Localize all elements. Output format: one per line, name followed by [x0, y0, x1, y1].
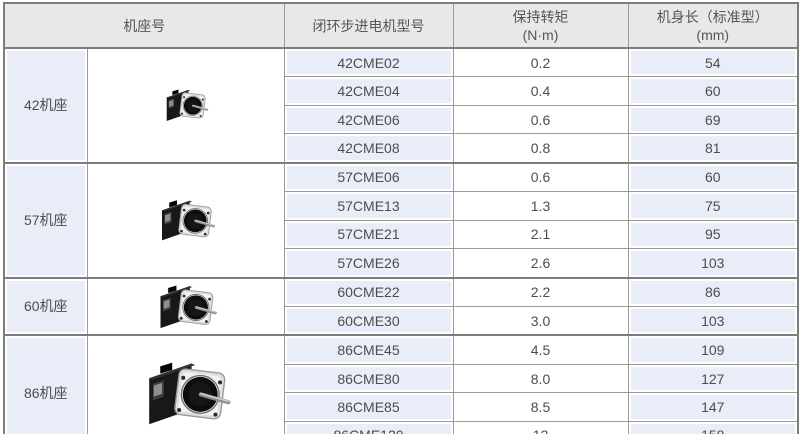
motor-spec-table: 机座号 闭环步进电机型号 保持转矩 (N·m) 机身长（标准型） (mm) 42…: [3, 2, 799, 434]
table-row: 86CME120 12 158: [4, 420, 799, 434]
motor-image-cell-60: [86, 276, 285, 336]
table-row: 42CME08 0.8 81: [4, 133, 799, 164]
length-cell: 86: [627, 276, 799, 307]
length-cell: 60: [627, 161, 799, 193]
table-row: 86机座 86CME45 4.5 109: [3, 334, 799, 434]
model-cell: 86CME120: [283, 420, 454, 434]
torque-cell: 0.6: [452, 161, 629, 193]
model-cell: 57CME21: [283, 219, 454, 250]
stepper-motor-photo-42-icon: [162, 86, 209, 124]
model-cell: 60CME22: [283, 276, 454, 307]
model-cell: 57CME13: [283, 191, 454, 221]
header-holding-torque-line1: 保持转矩: [512, 8, 569, 25]
length-cell: 109: [627, 334, 799, 365]
table-row: 86CME80 8.0 127: [4, 363, 799, 394]
length-cell: 127: [627, 363, 799, 394]
torque-cell: 1.3: [452, 191, 629, 221]
table-row: 60机座 60CME22 2.2 86: [3, 276, 799, 336]
torque-cell: 0.2: [452, 47, 629, 78]
table-row: 57CME13 1.3 75: [4, 191, 799, 221]
model-cell: 42CME06: [283, 104, 454, 135]
table-row: 42CME06 0.6 69: [4, 104, 799, 135]
stepper-motor-photo-60-icon: [154, 281, 218, 332]
model-cell: 57CME06: [283, 161, 454, 193]
length-cell: 75: [627, 191, 799, 221]
table-row: 86CME85 8.5 147: [4, 392, 799, 422]
model-cell: 42CME02: [283, 47, 454, 78]
model-cell: 86CME80: [283, 363, 454, 394]
header-body-length-line2: (mm): [696, 26, 730, 43]
torque-cell: 12: [452, 420, 629, 434]
length-cell: 54: [627, 47, 799, 78]
header-holding-torque: 保持转矩 (N·m): [452, 2, 629, 49]
length-cell: 69: [627, 104, 799, 135]
model-cell: 86CME45: [283, 334, 454, 365]
torque-cell: 2.2: [452, 276, 629, 307]
stepper-motor-photo-86-icon: [140, 356, 232, 430]
torque-cell: 0.8: [452, 133, 629, 164]
torque-cell: 2.6: [452, 248, 629, 278]
length-cell: 95: [627, 219, 799, 250]
table-row: 60CME30 3.0 103: [4, 305, 799, 336]
motor-image-cell-42: [86, 47, 285, 164]
length-cell: 60: [627, 76, 799, 106]
torque-cell: 4.5: [452, 334, 629, 365]
length-cell: 103: [627, 248, 799, 278]
header-motor-model: 闭环步进电机型号: [283, 2, 454, 49]
torque-cell: 2.1: [452, 219, 629, 250]
torque-cell: 8.5: [452, 392, 629, 422]
torque-cell: 0.6: [452, 104, 629, 135]
frame-cell-86: 86机座: [3, 334, 88, 434]
table-row: 42机座 42CME02 0.2 54: [3, 47, 799, 164]
header-body-length: 机身长（标准型） (mm): [627, 2, 799, 49]
length-cell: 103: [627, 305, 799, 336]
torque-cell: 0.4: [452, 76, 629, 106]
frame-cell-42: 42机座: [3, 47, 88, 164]
model-cell: 42CME04: [283, 76, 454, 106]
length-cell: 81: [627, 133, 799, 164]
model-cell: 86CME85: [283, 392, 454, 422]
model-cell: 57CME26: [283, 248, 454, 278]
header-holding-torque-line2: (N·m): [522, 26, 559, 43]
stepper-motor-photo-57-icon: [156, 196, 216, 244]
table-row: 57机座 57CME06 0.6 60: [3, 161, 799, 278]
header-body-length-line1: 机身长（标准型）: [656, 8, 769, 25]
torque-cell: 8.0: [452, 363, 629, 394]
torque-cell: 3.0: [452, 305, 629, 336]
frame-cell-57: 57机座: [3, 161, 88, 278]
table-row: 42CME04 0.4 60: [4, 76, 799, 106]
model-cell: 42CME08: [283, 133, 454, 164]
model-cell: 60CME30: [283, 305, 454, 336]
header-frame-number: 机座号: [3, 2, 285, 49]
frame-cell-60: 60机座: [3, 276, 88, 336]
header-row: 机座号 闭环步进电机型号 保持转矩 (N·m) 机身长（标准型） (mm): [3, 2, 799, 49]
table-row: 57CME21 2.1 95: [4, 219, 799, 250]
motor-image-cell-86: [86, 334, 285, 434]
motor-image-cell-57: [86, 161, 285, 278]
length-cell: 158: [627, 420, 799, 434]
length-cell: 147: [627, 392, 799, 422]
